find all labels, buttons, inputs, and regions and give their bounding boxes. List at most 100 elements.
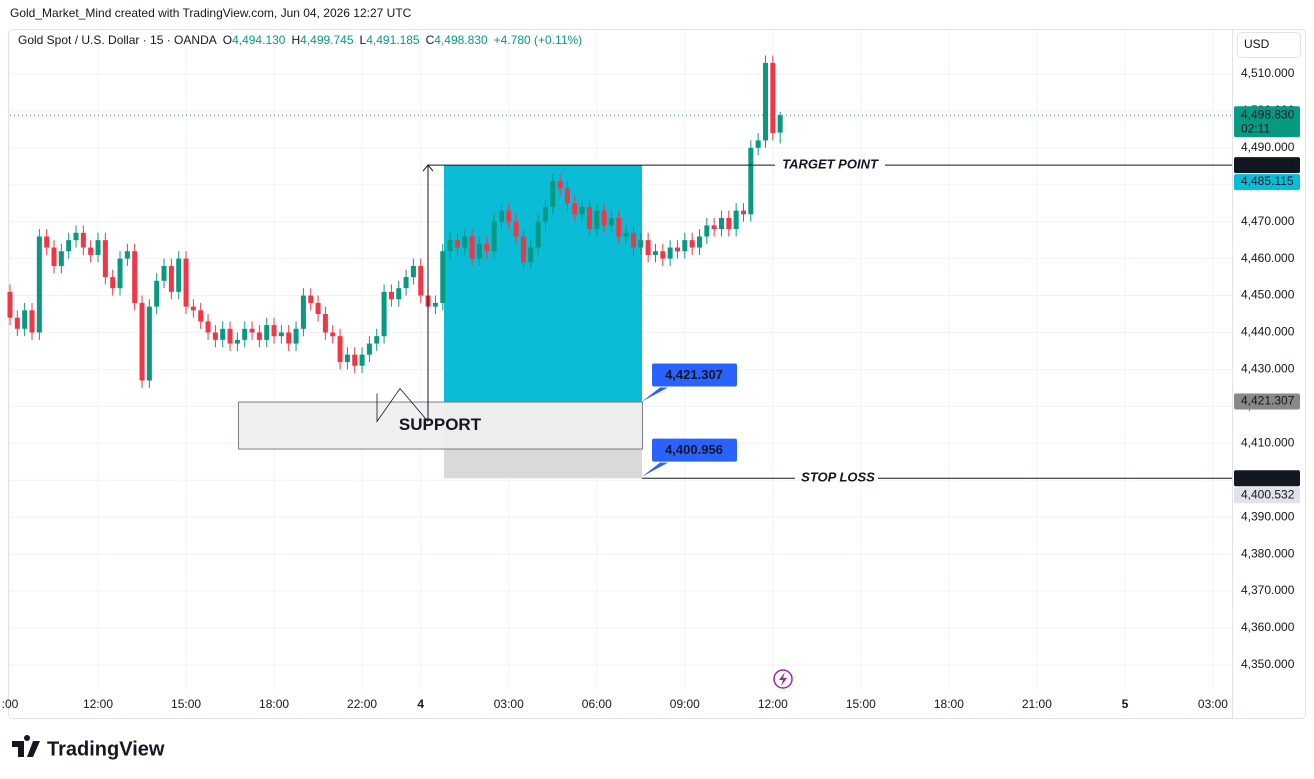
candle-body (51, 247, 57, 267)
y-tick-label: 4,380.000 (1241, 546, 1295, 560)
zigzag (376, 387, 429, 423)
candle-body (190, 306, 196, 311)
lightning-bolt[interactable] (779, 672, 787, 686)
candle-body (550, 181, 556, 207)
candle-body (29, 310, 35, 333)
candle-body (733, 210, 739, 230)
support-label: SUPPORT (399, 415, 482, 434)
candle-body (491, 221, 497, 252)
candle-body (674, 247, 680, 252)
y-tick-label: 4,350.000 (1241, 657, 1295, 671)
x-tick-label: 09:00 (670, 697, 700, 711)
candle-body (374, 336, 380, 344)
candle-body (572, 203, 578, 215)
callout-label: 4,421.307 (665, 367, 723, 382)
candle-body (623, 232, 629, 237)
x-tick-label: 22:00 (347, 697, 377, 711)
candle-body (594, 210, 600, 230)
legend: Gold Spot / U.S. Dollar · 15 · OANDA O 4,4… (18, 33, 582, 47)
candle-body (44, 236, 50, 248)
y-tick-label: 4,360.000 (1241, 620, 1295, 634)
legend-value: 4,491.185 (366, 33, 420, 47)
x-tick-label: 4 (417, 697, 424, 711)
candle-body (212, 332, 218, 340)
candle-body (388, 291, 394, 300)
candle-body (176, 258, 182, 292)
candle-body (601, 210, 607, 226)
x-tick-label: 18:00 (934, 697, 964, 711)
legend-title: Gold Spot / U.S. Dollar · 15 · OANDA (18, 33, 217, 47)
candle-body (579, 206, 585, 215)
candle-body (520, 236, 526, 263)
y-tick-label: 4,430.000 (1241, 362, 1295, 376)
countdown-label: 02:11 (1241, 121, 1270, 135)
y-tick-label: 4,390.000 (1241, 509, 1295, 523)
candle-body (227, 328, 233, 344)
candle-body (102, 240, 108, 278)
candle-body (278, 332, 284, 337)
candle-body (286, 332, 292, 344)
candle-body (718, 217, 724, 230)
candle-body (352, 354, 358, 366)
candle-body (704, 225, 710, 237)
price-tag-label: 4,400.532 (1241, 470, 1295, 484)
price-tag (1234, 157, 1300, 174)
candle-body (337, 336, 343, 363)
candle-body (132, 251, 138, 303)
candle-body (469, 236, 475, 259)
y-tick-label: 4,440.000 (1241, 325, 1295, 339)
candle-body (322, 314, 328, 333)
candle-body (146, 306, 152, 381)
candle-body (667, 247, 673, 259)
support-box (238, 401, 643, 450)
x-tick-label: 18:00 (259, 697, 289, 711)
candle-body (410, 266, 416, 278)
y-tick-label: 4,370.000 (1241, 583, 1295, 597)
callout-label: 4,400.956 (665, 442, 723, 457)
candle-body (80, 232, 86, 248)
price-tag (1234, 174, 1300, 191)
candle-body (7, 291, 13, 318)
price-tag (1234, 393, 1300, 410)
x-tick-label: 06:00 (582, 697, 612, 711)
header: Gold_Market_Mind created with TradingVie… (10, 6, 412, 20)
currency[interactable]: USD (1244, 37, 1270, 51)
candle-body (205, 321, 211, 333)
candle-body (381, 291, 387, 337)
legend-key: O (223, 33, 232, 47)
candle-body (652, 251, 658, 255)
target-arrowhead (422, 164, 434, 172)
callout-pointer (642, 462, 668, 477)
candle-body (748, 147, 754, 215)
x-tick-label: 03:00 (1198, 697, 1228, 711)
candle-body (726, 217, 732, 230)
candle-body (396, 288, 402, 300)
candle-body (73, 232, 79, 241)
y-tick-label: 4,490.000 (1241, 140, 1295, 154)
candle-body (22, 310, 28, 329)
last-price-label: 4,498.830 (1241, 107, 1295, 121)
currency-button[interactable] (1237, 32, 1301, 58)
y-tick-label: 4,470.000 (1241, 214, 1295, 228)
candle-body (454, 240, 460, 248)
candle-body (770, 62, 776, 134)
candle-body (161, 266, 167, 281)
candle-body (117, 258, 123, 289)
candle-body (242, 328, 248, 340)
legend-key: H (291, 33, 300, 47)
candle-body (513, 221, 519, 237)
x-tick-label: 03:00 (494, 697, 524, 711)
candle-body (755, 140, 761, 148)
candle-body (198, 310, 204, 322)
candle-body (344, 354, 350, 363)
x-tick-label: :00 (2, 697, 19, 711)
candle-body (300, 295, 306, 329)
candle-body (638, 240, 644, 248)
candle-body (506, 210, 512, 222)
candle-body (110, 277, 116, 289)
x-tick-label: 15:00 (846, 697, 876, 711)
lightning-icon[interactable] (773, 669, 793, 689)
target-label: TARGET POINT (782, 157, 879, 172)
logo: TradingView (12, 734, 165, 760)
